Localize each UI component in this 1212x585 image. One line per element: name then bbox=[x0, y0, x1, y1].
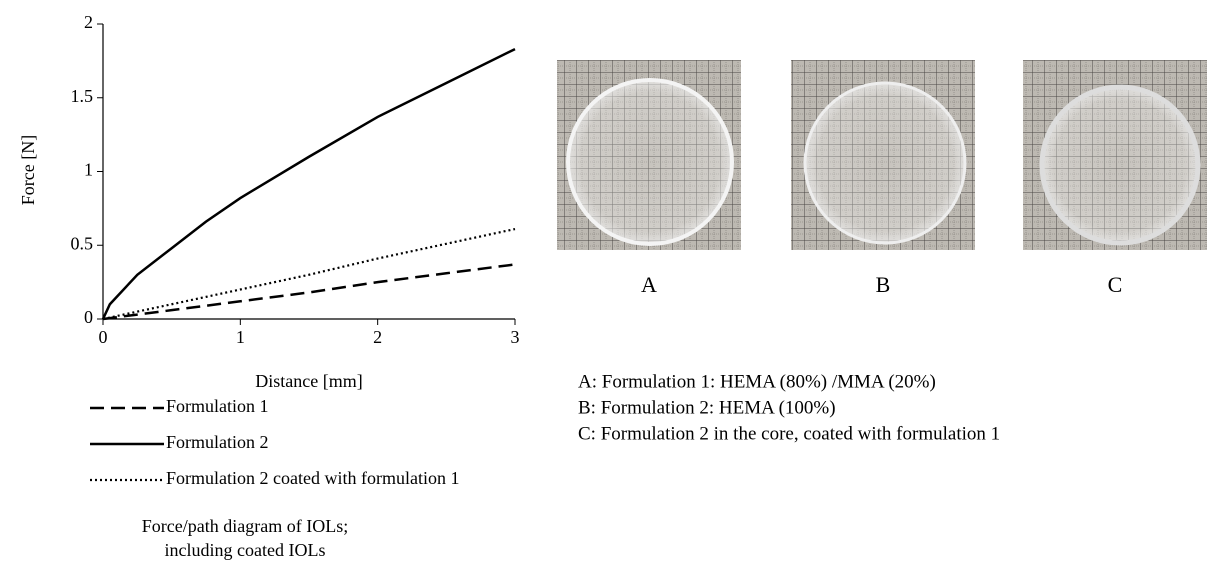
y-tick-label: 1.5 bbox=[71, 86, 94, 106]
y-tick-label: 0.5 bbox=[71, 233, 94, 253]
x-tick-label: 0 bbox=[99, 327, 108, 347]
photo-c bbox=[1023, 60, 1207, 250]
photo-a bbox=[557, 60, 741, 250]
legend-label: Formulation 1 bbox=[166, 396, 269, 416]
photo-label: C bbox=[1108, 272, 1123, 297]
description: A: Formulation 1: HEMA (80%) /MMA (20%) bbox=[578, 371, 936, 392]
x-tick-label: 2 bbox=[373, 327, 382, 347]
y-axis-title: Force [N] bbox=[18, 135, 38, 205]
y-tick-label: 1 bbox=[84, 160, 93, 180]
x-axis-title: Distance [mm] bbox=[255, 371, 362, 391]
photo-label: A bbox=[641, 272, 657, 297]
photo-label: B bbox=[876, 272, 891, 297]
description: B: Formulation 2: HEMA (100%) bbox=[578, 397, 836, 418]
legend-label: Formulation 2 bbox=[166, 432, 269, 452]
photo-b bbox=[791, 60, 975, 250]
series-line bbox=[101, 47, 516, 320]
description: C: Formulation 2 in the core, coated wit… bbox=[578, 423, 1000, 444]
x-tick-label: 3 bbox=[511, 327, 520, 347]
x-tick-label: 1 bbox=[236, 327, 245, 347]
series-line bbox=[102, 227, 516, 321]
y-tick-label: 0 bbox=[84, 307, 93, 327]
series-line bbox=[102, 263, 516, 321]
caption: including coated IOLs bbox=[165, 540, 326, 560]
legend-label: Formulation 2 coated with formulation 1 bbox=[166, 468, 459, 488]
caption: Force/path diagram of IOLs; bbox=[142, 516, 348, 536]
y-tick-label: 2 bbox=[84, 12, 93, 32]
